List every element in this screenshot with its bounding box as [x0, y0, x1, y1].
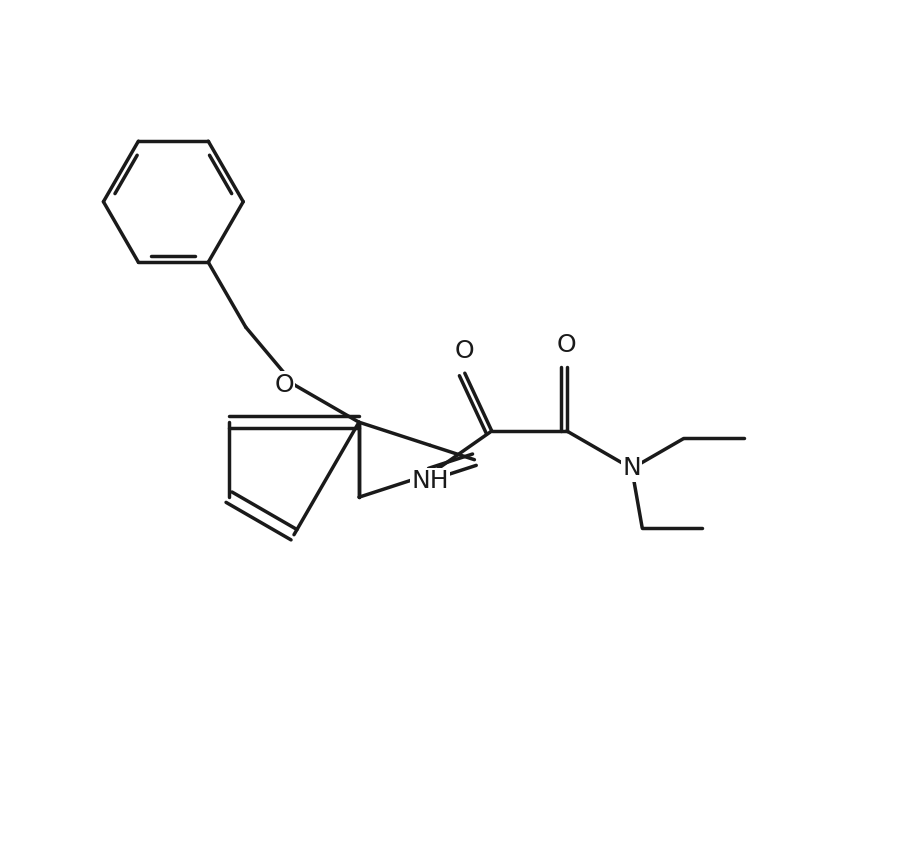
Text: O: O: [274, 372, 294, 396]
Text: N: N: [622, 456, 641, 480]
Text: NH: NH: [411, 469, 449, 493]
Text: O: O: [455, 339, 474, 363]
Text: O: O: [557, 333, 577, 357]
